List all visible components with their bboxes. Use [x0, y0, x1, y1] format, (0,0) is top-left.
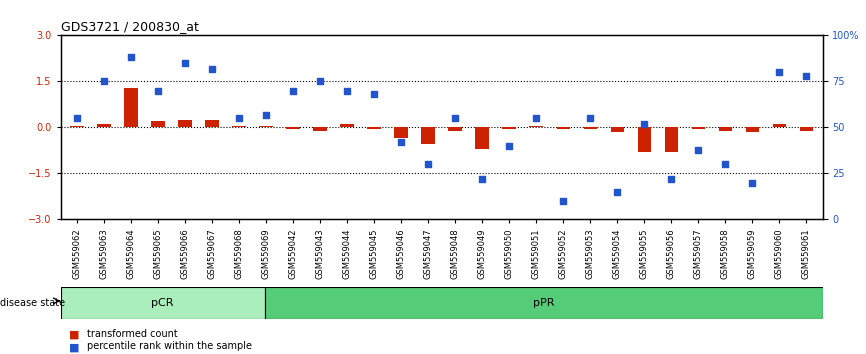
Bar — [152, 121, 165, 127]
Point — [556, 198, 570, 204]
Point — [584, 115, 598, 121]
Bar — [799, 127, 813, 131]
Point — [746, 180, 759, 185]
Bar — [529, 126, 543, 127]
Point — [637, 121, 651, 127]
Text: percentile rank within the sample: percentile rank within the sample — [87, 341, 252, 351]
Text: pPR: pPR — [533, 298, 554, 308]
Bar — [611, 127, 624, 132]
Bar — [287, 127, 300, 129]
Point — [124, 55, 138, 60]
FancyBboxPatch shape — [265, 287, 823, 319]
Point — [799, 73, 813, 79]
Point — [97, 79, 111, 84]
Bar — [232, 126, 246, 127]
Point — [772, 69, 786, 75]
Bar — [124, 87, 138, 127]
Text: GDS3721 / 200830_at: GDS3721 / 200830_at — [61, 20, 198, 33]
Point — [232, 115, 246, 121]
Bar — [422, 127, 435, 144]
Bar — [719, 127, 732, 131]
Point — [178, 60, 192, 66]
Bar — [259, 126, 273, 127]
Bar — [692, 127, 705, 129]
Bar — [475, 127, 489, 149]
Bar — [178, 120, 191, 127]
Point — [151, 88, 165, 93]
Point — [421, 161, 435, 167]
Point — [367, 91, 381, 97]
Bar — [746, 127, 759, 132]
Bar — [772, 124, 786, 127]
Point — [691, 147, 705, 152]
Text: pCR: pCR — [152, 298, 174, 308]
Bar — [97, 124, 111, 127]
Bar — [557, 127, 570, 129]
Point — [449, 115, 462, 121]
Point — [611, 189, 624, 195]
Bar — [367, 127, 381, 129]
Point — [475, 176, 489, 182]
Point — [205, 66, 219, 72]
Point — [719, 161, 733, 167]
Point — [259, 112, 273, 118]
Bar — [313, 127, 326, 131]
Point — [502, 143, 516, 149]
Point — [529, 115, 543, 121]
Bar — [584, 127, 597, 129]
Point — [394, 139, 408, 145]
Bar — [449, 127, 462, 131]
Point — [313, 79, 327, 84]
Bar — [394, 127, 408, 138]
Point — [70, 115, 84, 121]
Bar — [70, 126, 84, 127]
Bar — [664, 127, 678, 152]
Point — [340, 88, 354, 93]
Text: ■: ■ — [69, 330, 80, 340]
Bar — [205, 120, 219, 127]
Point — [286, 88, 300, 93]
FancyBboxPatch shape — [61, 287, 265, 319]
Text: disease state: disease state — [0, 298, 65, 308]
Bar — [340, 124, 354, 127]
Bar — [637, 127, 651, 152]
Bar — [502, 127, 516, 129]
Text: transformed count: transformed count — [87, 329, 178, 339]
Text: ■: ■ — [69, 342, 80, 353]
Point — [664, 176, 678, 182]
